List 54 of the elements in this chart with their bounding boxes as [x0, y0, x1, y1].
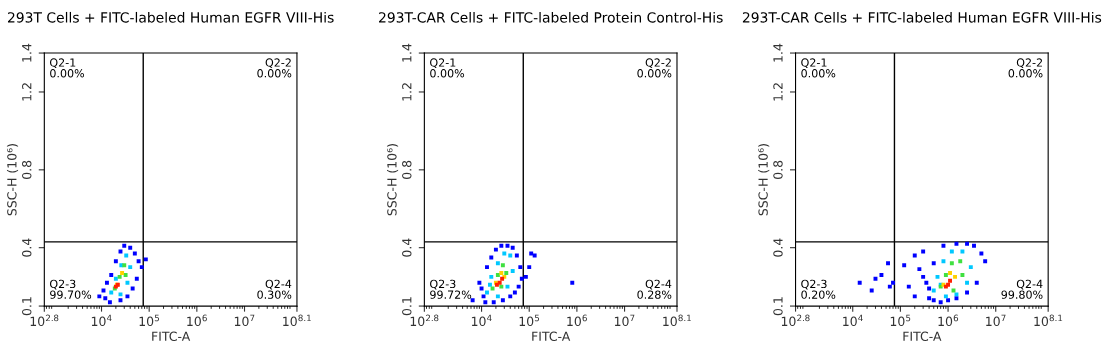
y-tick-label: 1.2 — [773, 83, 783, 101]
x-axis-title: FITC-A — [903, 331, 942, 342]
x-tick-label: 10$^{5}$ — [519, 314, 540, 327]
y-tick-label: 1.4 — [402, 43, 412, 62]
y-tick-label: 0.8 — [773, 160, 783, 179]
chart-title: 293T Cells + FITC-labeled Human EGFR VIII-His — [7, 11, 334, 23]
x-tick-label: 10$^{6}$ — [938, 314, 959, 327]
annotation: Q2-4 99.80% — [1001, 279, 1043, 299]
x-tick-label: 10$^{6}$ — [567, 314, 587, 327]
y-tick-label: 0.4 — [402, 238, 412, 257]
y-tick-label: 0.1 — [22, 297, 32, 316]
x-axis-title: FITC-A — [152, 331, 191, 342]
y-tick-label: 0.4 — [773, 238, 783, 257]
y-axis-title: SSC-H (10⁶) — [758, 144, 770, 216]
y-tick-label: 1.2 — [22, 83, 32, 101]
annotation: Q2-3 99.70% — [50, 279, 92, 299]
y-tick-label: 0.1 — [402, 297, 412, 316]
annotation: Q2-3 0.20% — [801, 279, 836, 299]
annotation: Q2-2 0.00% — [637, 58, 672, 78]
y-axis-title: SSC-H (10⁶) — [6, 144, 19, 216]
y-tick-label: 1.2 — [402, 83, 412, 101]
y-tick-label: 0.4 — [22, 238, 32, 257]
x-tick-label: 10$^{4}$ — [843, 314, 863, 327]
x-tick-label: 10$^{5}$ — [890, 314, 911, 327]
x-tick-label: 10$^{7}$ — [234, 314, 255, 327]
x-tick-label: 10$^{6}$ — [187, 314, 207, 327]
x-tick-label: 10$^{2.8}$ — [781, 314, 810, 327]
y-axis-title: SSC-H (10⁶) — [386, 144, 399, 216]
annotation: Q2-4 0.28% — [637, 279, 672, 299]
x-tick-label: 10$^{4}$ — [91, 314, 112, 327]
x-tick-label: 10$^{7}$ — [986, 314, 1006, 327]
y-tick-label: 0.1 — [773, 297, 783, 316]
chart-title: 293T-CAR Cells + FITC-labeled Human EGFR VIII-His — [742, 11, 1102, 23]
y-tick-label: 0.8 — [402, 160, 412, 179]
x-axis-title: FITC-A — [532, 331, 571, 342]
annotation: Q2-1 0.00% — [50, 58, 85, 78]
x-tick-label: 10$^{5}$ — [139, 314, 160, 327]
x-tick-label: 10$^{8.1}$ — [283, 314, 311, 327]
x-tick-label: 10$^{8.1}$ — [1034, 314, 1063, 327]
y-tick-label: 0.8 — [22, 160, 32, 179]
x-tick-label: 10$^{2.8}$ — [410, 314, 439, 327]
annotation: Q2-2 0.00% — [1008, 58, 1043, 78]
y-tick-label: 1.4 — [773, 43, 783, 62]
annotation: Q2-3 99.72% — [430, 279, 472, 299]
chart-title: 293T-CAR Cells + FITC-labeled Protein Control-His — [379, 11, 723, 23]
x-tick-label: 10$^{4}$ — [471, 314, 492, 327]
x-tick-label: 10$^{8.1}$ — [663, 314, 691, 327]
annotation: Q2-1 0.00% — [801, 58, 836, 78]
y-tick-label: 1.4 — [22, 43, 32, 62]
x-tick-label: 10$^{2.8}$ — [30, 314, 59, 327]
annotation: Q2-1 0.00% — [430, 58, 465, 78]
annotation: Q2-2 0.00% — [257, 58, 292, 78]
x-tick-label: 10$^{7}$ — [614, 314, 635, 327]
annotation: Q2-4 0.30% — [257, 279, 292, 299]
